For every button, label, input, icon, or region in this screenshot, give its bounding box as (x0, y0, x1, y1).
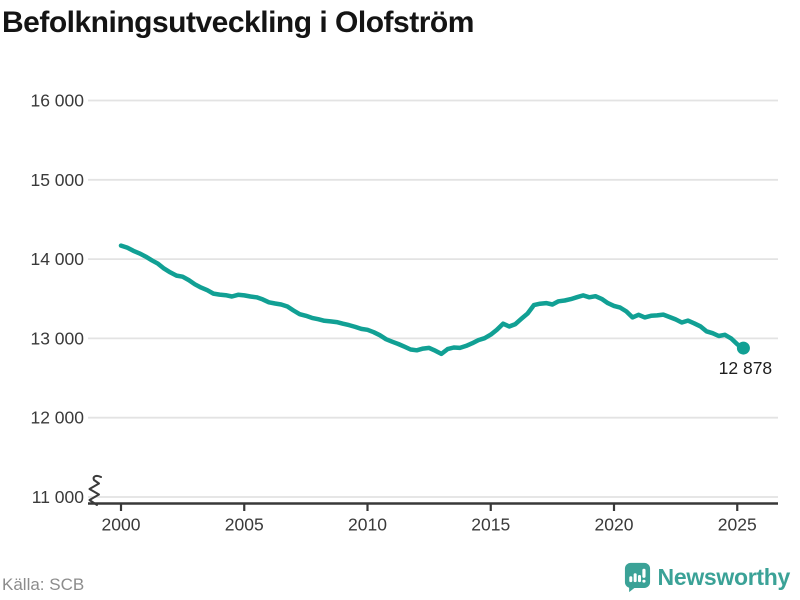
newsworthy-wordmark: Newsworthy (657, 563, 791, 590)
x-tick-label: 2020 (595, 515, 634, 535)
y-tick-label: 15 000 (30, 170, 84, 190)
newsworthy-bubble-chart-icon (624, 562, 650, 592)
y-tick-label: 12 000 (30, 408, 84, 428)
y-tick-label: 16 000 (30, 91, 84, 111)
end-point-label: 12 878 (719, 358, 773, 378)
x-tick-label: 2005 (225, 515, 264, 535)
newsworthy-logo[interactable]: Newsworthy (624, 560, 790, 594)
x-tick-label: 2015 (471, 515, 510, 535)
x-tick-label: 2025 (718, 515, 757, 535)
x-tick-label: 2010 (348, 515, 387, 535)
x-tick-label: 2000 (102, 515, 141, 535)
y-tick-label: 11 000 (32, 487, 84, 507)
y-tick-label: 13 000 (30, 328, 84, 348)
y-tick-label: 14 000 (30, 249, 84, 269)
source-caption: Källa: SCB (2, 575, 85, 594)
axis-break-icon (88, 474, 102, 506)
chart-title: Befolkningsutveckling i Olofström (2, 6, 474, 39)
population-series-line (118, 243, 746, 357)
end-point-marker (736, 341, 750, 355)
